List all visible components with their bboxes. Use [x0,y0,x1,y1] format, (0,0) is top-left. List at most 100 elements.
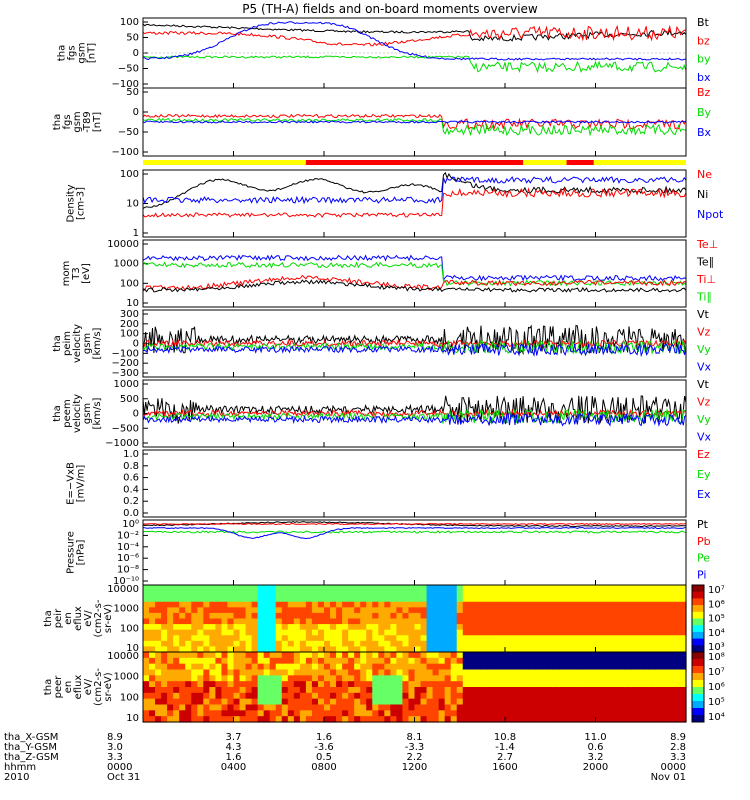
heatmap-cell [667,624,675,631]
heatmap-cell [348,629,355,636]
heatmap-cell [462,657,470,665]
trace-Ti-perp [142,279,687,293]
heatmap-cell [414,646,422,653]
heatmap-cell [239,640,247,648]
heatmap-cell [221,585,229,592]
heatmap-cell [179,681,186,688]
heatmap-cell [203,692,210,700]
heatmap-cell [480,675,488,682]
heatmap-cell [535,669,542,676]
heatmap-cell [631,585,639,592]
heatmap-cell [287,675,295,682]
heatmap-cell [239,692,247,700]
heatmap-cell [414,624,422,631]
heatmap-cell [523,716,530,723]
heatmap-cell [607,675,615,682]
heatmap-cell [571,635,578,642]
heatmap-cell [354,596,361,603]
heatmap-cell [667,710,675,717]
heatmap-cell [679,675,687,682]
heatmap-cell [601,590,609,597]
heatmap-cell [257,601,265,608]
heatmap-cell [275,590,283,597]
heatmap-cell [324,669,331,676]
heatmap-cell [293,698,301,706]
heatmap-cell [631,624,639,631]
heatmap-cell [390,692,397,700]
heatmap-cell [571,663,578,671]
heatmap-cell [613,716,621,723]
heatmap-cell [179,618,186,625]
trace-Vx [142,342,687,358]
heatmap-cell [287,646,295,653]
heatmap-cell [420,710,428,717]
heatmap-cell [547,692,554,700]
heatmap-cell [673,624,681,631]
heatmap-cell [438,607,446,614]
heatmap-cell [661,612,669,620]
heatmap-cell [197,692,204,700]
heatmap-cell [667,596,675,603]
heatmap-cell [553,629,560,636]
heatmap-cell [625,698,633,706]
heatmap-cell [305,692,313,700]
legend-entry: Vx [697,430,712,443]
heatmap-cell [185,635,192,642]
heatmap-cell [167,640,174,648]
heatmap-cell [317,710,325,717]
heatmap-cell [299,710,307,717]
heatmap-cell [293,646,301,653]
heatmap-cell [523,669,530,676]
heatmap-cell [649,675,657,682]
heatmap-cell [438,675,446,682]
heatmap-cell [191,585,198,592]
heatmap-cell [589,710,597,717]
heatmap-cell [215,618,223,625]
heatmap-cell [511,618,518,625]
heatmap-cell [535,607,542,614]
heatmap-cell [191,590,198,597]
heatmap-cell [185,675,192,682]
heatmap-cell [468,669,476,676]
heatmap-cell [661,601,669,608]
heatmap-cell [637,624,645,631]
heatmap-cell [149,692,156,700]
heatmap-cell [372,681,379,688]
heatmap-cell [505,710,512,717]
heatmap-cell [342,704,349,711]
heatmap-cell [649,646,657,653]
heatmap-cell [643,652,651,659]
heatmap-cell [486,704,494,711]
colorbar-step [692,605,704,613]
heatmap-cell [444,601,452,608]
heatmap-cell [444,687,452,694]
heatmap-cell [161,652,168,659]
heatmap-cell [354,681,361,688]
heatmap-cell [553,607,560,614]
heatmap-cell [366,692,373,700]
heatmap-cell [511,675,518,682]
heatmap-cell [330,640,337,648]
heatmap-cell [233,675,241,682]
heatmap-cell [354,624,361,631]
heatmap-cell [559,635,566,642]
panel-frame [142,519,687,586]
heatmap-cell [233,596,241,603]
heatmap-cell [673,640,681,648]
heatmap-cell [155,692,162,700]
heatmap-cell [330,607,337,614]
heatmap-cell [655,669,663,676]
heatmap-cell [456,624,464,631]
heatmap-cell [203,618,210,625]
heatmap-cell [414,590,422,597]
heatmap-cell [336,618,343,625]
legend-entry: Vx [697,360,712,373]
heatmap-cell [281,710,289,717]
heatmap-cell [366,596,373,603]
heatmap-cell [529,607,536,614]
heatmap-cell [523,590,530,597]
heatmap-cell [462,710,470,717]
heatmap-cell [673,704,681,711]
heatmap-cell [251,710,259,717]
heatmap-cell [595,675,603,682]
